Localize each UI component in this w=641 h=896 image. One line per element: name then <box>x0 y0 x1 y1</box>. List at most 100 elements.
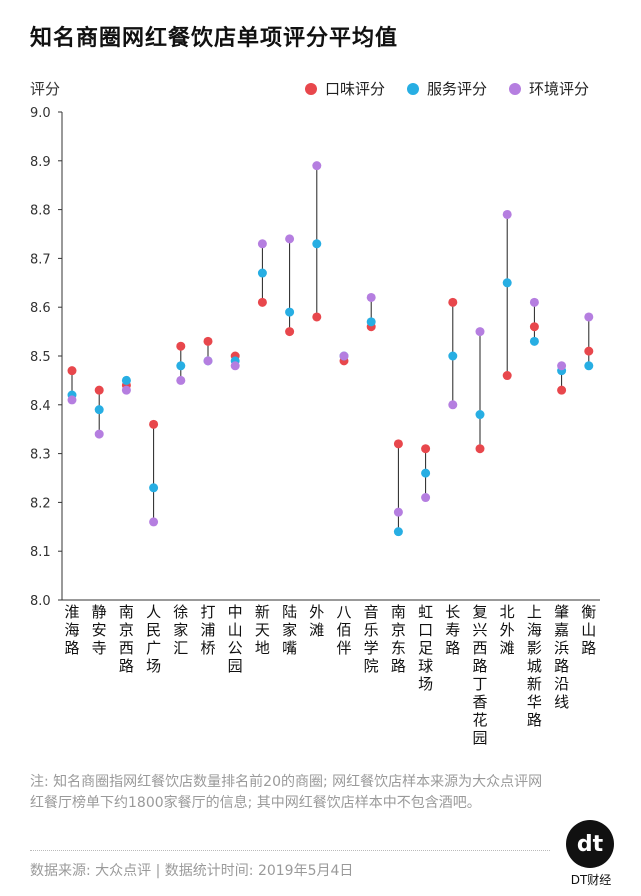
y-tick-label: 9.0 <box>30 106 51 121</box>
legend-item-taste: 口味评分 <box>304 78 385 99</box>
environment-point <box>584 312 594 322</box>
x-tick-label: 外滩 <box>309 603 325 639</box>
service-point <box>366 317 376 327</box>
environment-point <box>448 400 458 410</box>
service-point <box>285 307 295 317</box>
environment-point <box>366 292 376 302</box>
environment-point <box>339 351 349 361</box>
legend-marker-environment <box>508 82 521 95</box>
environment-point <box>475 327 485 337</box>
taste-point <box>67 366 77 376</box>
taste-point <box>203 336 213 346</box>
taste-point <box>149 419 159 429</box>
dt-logo: dt <box>566 820 614 868</box>
x-tick-label: 上海影城新华路 <box>526 603 542 729</box>
x-tick-label: 南京西路 <box>118 603 134 675</box>
x-tick-label: 衡山路 <box>581 603 597 657</box>
x-tick-label: 八佰伴 <box>336 603 352 657</box>
environment-point <box>257 239 267 249</box>
chart-title: 知名商圈网红餐饮店单项评分平均值 <box>30 26 399 51</box>
environment-point <box>230 361 240 371</box>
environment-point <box>312 161 322 171</box>
environment-point <box>529 297 539 307</box>
taste-point <box>475 444 485 454</box>
service-point <box>475 410 485 420</box>
footer-divider <box>30 850 550 851</box>
taste-point <box>312 312 322 322</box>
legend-item-environment: 环境评分 <box>508 78 589 99</box>
service-point <box>94 405 104 415</box>
environment-point <box>557 361 567 371</box>
y-tick-label: 8.5 <box>30 350 51 365</box>
taste-point <box>176 341 186 351</box>
x-tick-label: 淮海路 <box>64 603 80 657</box>
environment-point <box>502 209 512 219</box>
x-tick-label: 打浦桥 <box>200 603 216 657</box>
environment-point <box>149 517 159 527</box>
legend-item-service: 服务评分 <box>406 78 487 99</box>
taste-point <box>529 322 539 332</box>
service-point <box>121 375 131 385</box>
x-tick-label: 陆家嘴 <box>282 603 298 657</box>
legend-label-environment: 环境评分 <box>528 80 589 98</box>
x-tick-label: 虹口足球场 <box>418 603 434 693</box>
y-tick-label: 8.3 <box>30 448 51 463</box>
x-tick-label: 中山公园 <box>227 603 243 675</box>
taste-point <box>557 385 567 395</box>
environment-point <box>393 507 403 517</box>
legend: 口味评分 服务评分 环境评分 <box>304 78 589 99</box>
y-tick-label: 8.4 <box>30 399 51 414</box>
service-point <box>529 336 539 346</box>
y-tick-label: 8.7 <box>30 252 51 267</box>
service-point <box>502 278 512 288</box>
taste-point <box>502 371 512 381</box>
y-tick-label: 8.8 <box>30 204 51 219</box>
y-tick-label: 8.0 <box>30 594 51 609</box>
taste-point <box>257 297 267 307</box>
y-tick-label: 8.6 <box>30 301 51 316</box>
service-point <box>584 361 594 371</box>
taste-point <box>421 444 431 454</box>
legend-label-taste: 口味评分 <box>324 80 385 98</box>
legend-label-service: 服务评分 <box>426 80 487 98</box>
dt-logo-icon: dt <box>577 832 604 857</box>
x-tick-label: 人民广场 <box>146 603 162 675</box>
taste-point <box>448 297 458 307</box>
x-tick-label: 音乐学院 <box>363 603 379 675</box>
y-axis-label: 评分 <box>30 80 61 98</box>
y-tick-label: 8.1 <box>30 545 51 560</box>
service-point <box>393 527 403 537</box>
service-point <box>176 361 186 371</box>
taste-point <box>584 346 594 356</box>
environment-point <box>176 375 186 385</box>
environment-point <box>421 493 431 503</box>
x-tick-label: 北外滩 <box>499 603 515 657</box>
x-tick-label: 肇嘉浜路沿线 <box>554 603 570 711</box>
x-tick-label: 静安寺 <box>91 603 107 657</box>
environment-point <box>285 234 295 244</box>
data-source: 数据来源: 大众点评 | 数据统计时间: 2019年5月4日 <box>30 863 354 879</box>
service-point <box>448 351 458 361</box>
x-tick-label: 长寿路 <box>445 603 461 657</box>
service-point <box>149 483 159 493</box>
x-tick-label: 南京东路 <box>390 603 406 675</box>
dt-logo-mark: dt <box>577 832 604 857</box>
environment-point <box>94 429 104 439</box>
service-point <box>312 239 322 249</box>
taste-point <box>393 439 403 449</box>
x-tick-label: 复兴西路丁香花园 <box>472 603 488 747</box>
environment-point <box>67 395 77 405</box>
footnote: 注: 知名商圈指网红餐饮店数量排名前20的商圈; 网红餐饮店样本来源为大众点评网… <box>30 774 543 811</box>
y-tick-label: 8.9 <box>30 155 51 170</box>
environment-point <box>121 385 131 395</box>
service-point <box>257 268 267 278</box>
logo-caption: DT财经 <box>570 873 612 887</box>
legend-marker-taste <box>304 82 317 95</box>
taste-point <box>285 327 295 337</box>
legend-marker-service <box>406 82 419 95</box>
service-point <box>421 468 431 478</box>
environment-point <box>203 356 213 366</box>
chart-plot: 9.0 8.9 8.8 8.7 8.6 8.5 8.4 8.3 8.2 8.1 8.0 <box>30 106 600 609</box>
x-tick-label: 徐家汇 <box>173 603 189 657</box>
taste-point <box>94 385 104 395</box>
